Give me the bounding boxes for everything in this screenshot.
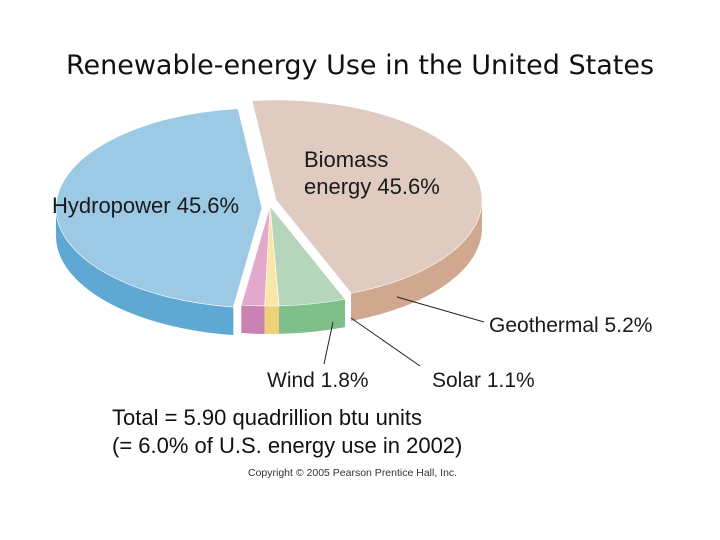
total-note-line1: Total = 5.90 quadrillion btu units [112,405,423,430]
wind-slice [240,205,271,307]
hydropower-slice [55,108,263,308]
wind-leader-line [323,321,334,365]
total-note-line2: (= 6.0% of U.S. energy use in 2002) [112,433,463,458]
hydropower-label: Hydropower 45.6% [52,193,239,218]
geothermal-label: Geothermal 5.2% [489,314,652,337]
slide-title: Renewable-energy Use in the United State… [65,50,655,81]
solar-label: Solar 1.1% [432,369,535,392]
biomass-label-line1: Biomass [304,147,388,172]
hydropower-slice-side [55,208,234,336]
geothermal-leader-line [396,296,485,323]
wind-label: Wind 1.8% [267,369,369,392]
biomass-label-line2: energy 45.6% [304,174,440,199]
biomass-slice-side [351,200,482,322]
wind-slice-side [241,305,265,334]
total-note: Total = 5.90 quadrillion btu units (= 6.… [112,404,462,460]
biomass-slice [251,99,483,294]
solar-slice-side [264,305,280,335]
solar-leader-line [350,317,421,367]
copyright-text: Copyright © 2005 Pearson Prentice Hall, … [248,467,458,479]
geothermal-slice-side [279,299,346,334]
